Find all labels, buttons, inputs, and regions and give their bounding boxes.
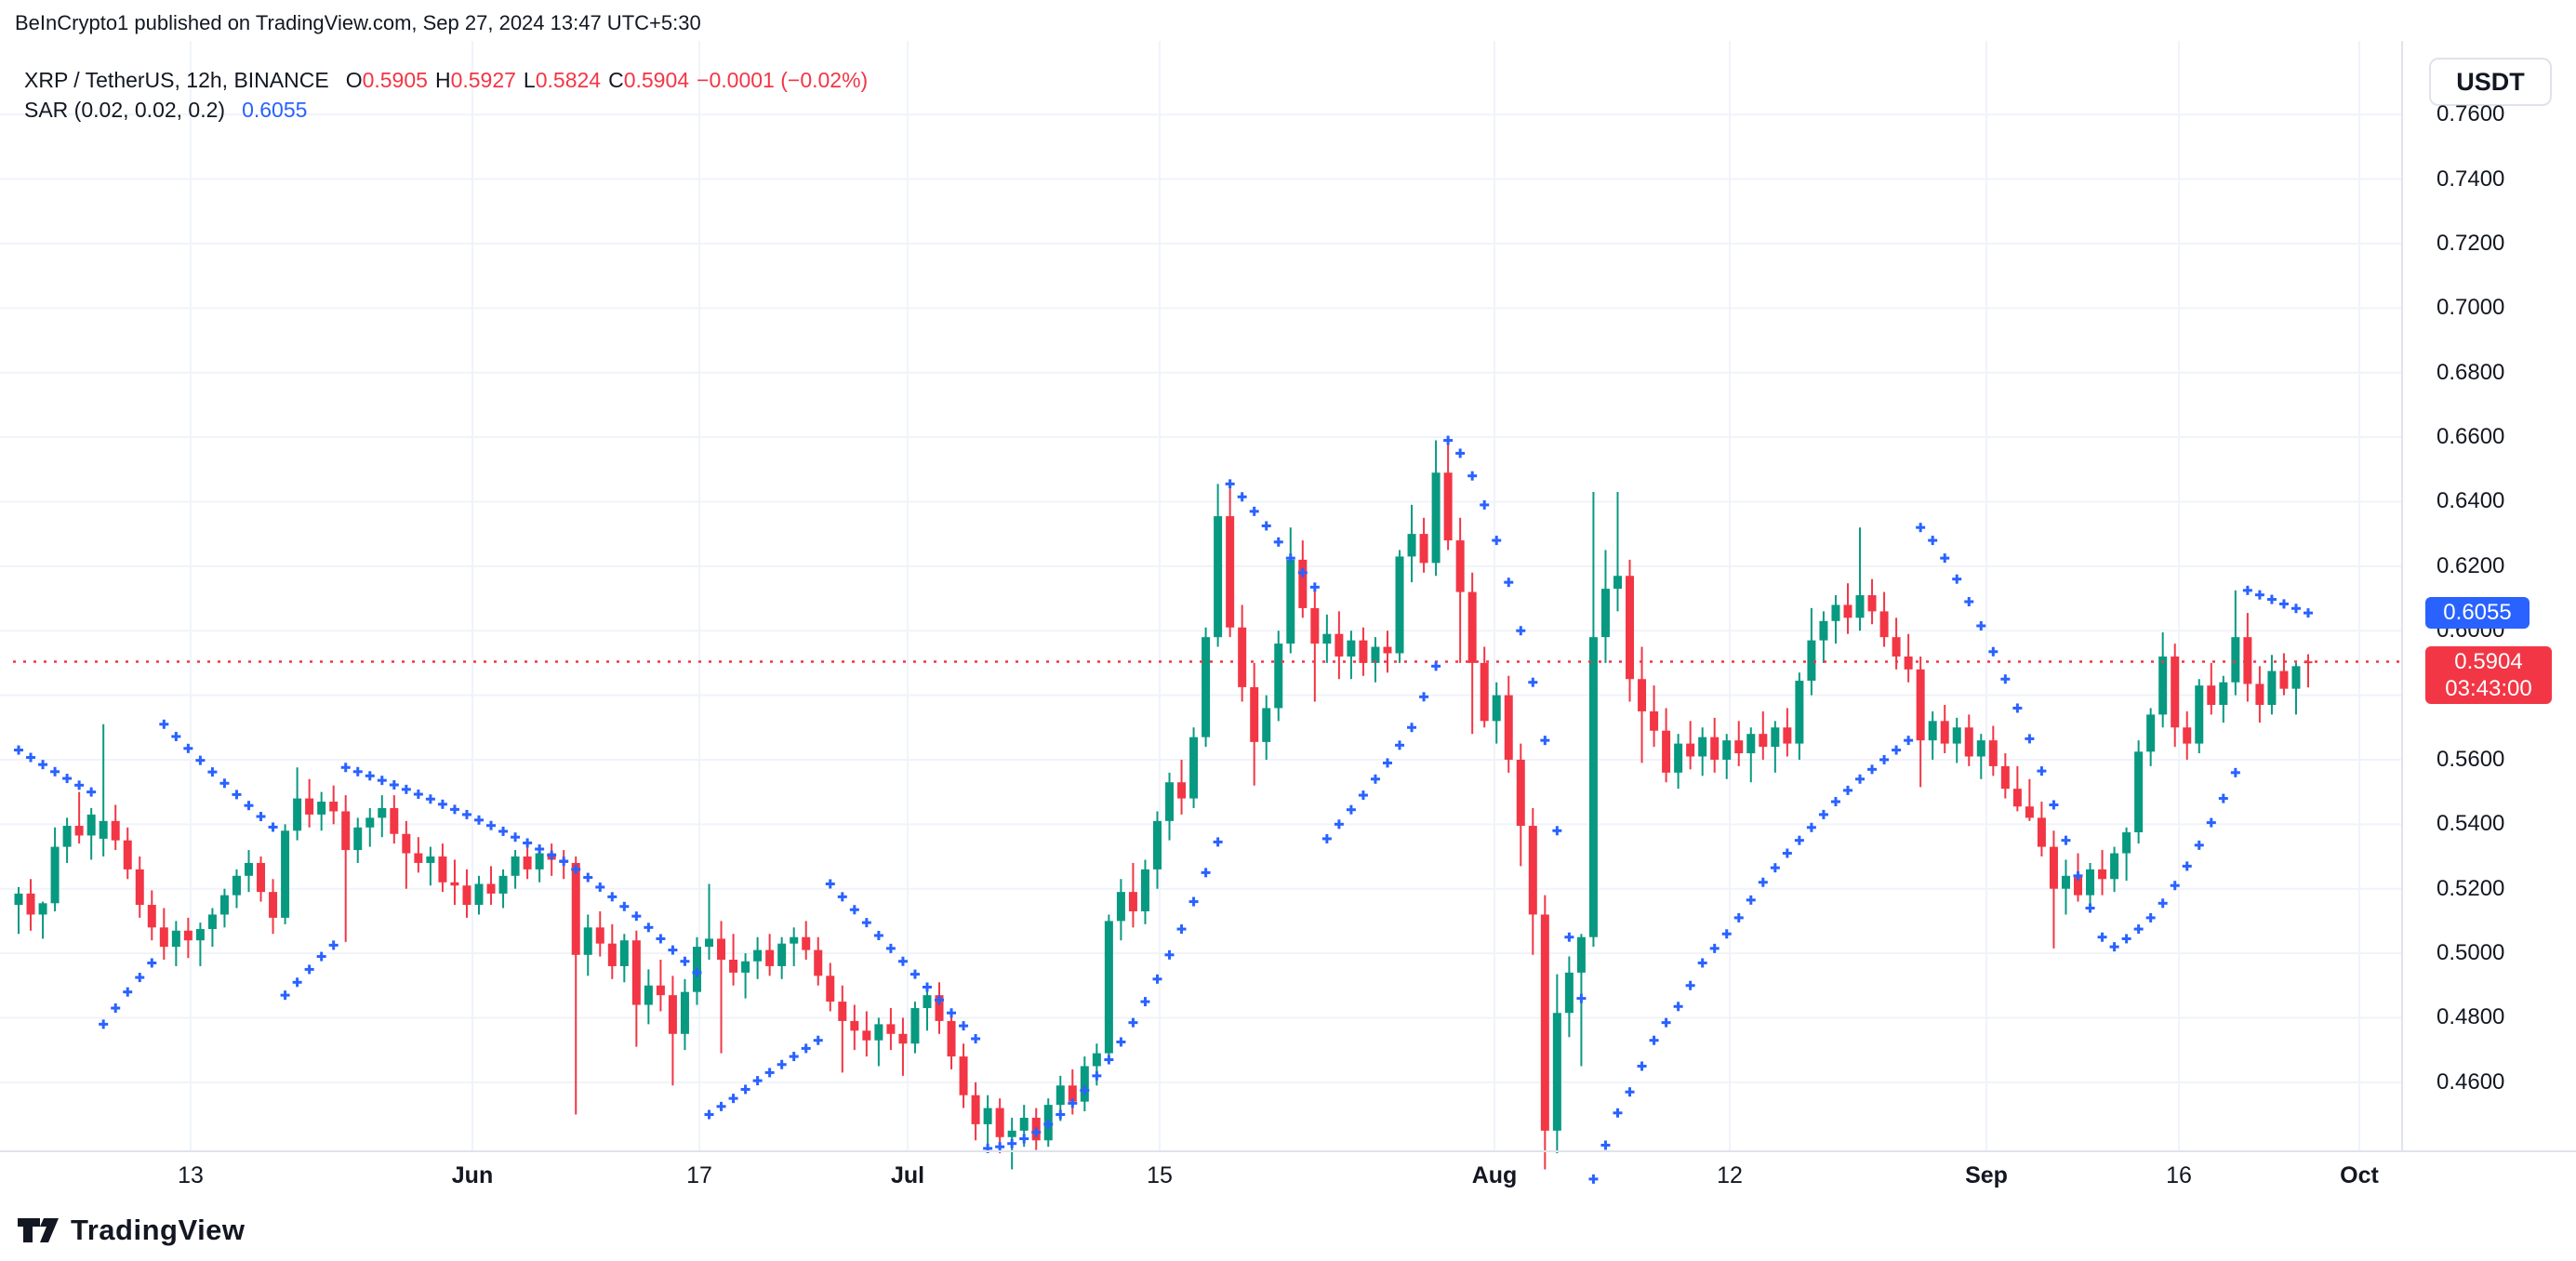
publish-line: BeInCrypto1 published on TradingView.com… [15, 11, 701, 34]
sar-value-badge: 0.6055 [2425, 597, 2530, 630]
close-label: C [608, 68, 624, 92]
y-axis-label: 0.4800 [2437, 1004, 2505, 1030]
x-axis-label: Oct [2340, 1162, 2379, 1188]
high-label: H [434, 68, 451, 92]
x-axis-label: Jun [451, 1162, 494, 1188]
y-axis-label: 0.5400 [2437, 811, 2505, 837]
price-axis-border [2401, 41, 2403, 1150]
bar-countdown: 03:43:00 [2445, 675, 2532, 701]
x-axis-label: 16 [2166, 1162, 2192, 1188]
symbol-title: XRP / TetherUS, 12h, BINANCE [24, 68, 329, 92]
y-axis-label: 0.7000 [2437, 295, 2505, 321]
y-axis-label: 0.7200 [2437, 230, 2505, 256]
sar-badge-value: 0.6055 [2443, 600, 2512, 626]
y-axis-label: 0.5000 [2437, 940, 2505, 966]
currency-button[interactable]: USDT [2429, 58, 2552, 106]
x-axis-label: 15 [1147, 1162, 1173, 1188]
y-axis-label: 0.6400 [2437, 488, 2505, 514]
last-price-badge: 0.5904 03:43:00 [2425, 645, 2552, 704]
y-axis-label: 0.7400 [2437, 166, 2505, 192]
last-price-value: 0.5904 [2454, 648, 2523, 674]
x-axis-label: Jul [890, 1162, 925, 1188]
time-axis-border [0, 1150, 2576, 1152]
x-axis-label: 12 [1717, 1162, 1743, 1188]
x-axis-label: Sep [1965, 1162, 2008, 1188]
tradingview-logo-icon [17, 1213, 60, 1248]
legend-symbol-row: XRP / TetherUS, 12h, BINANCE O 0.5905 H 0.… [24, 65, 868, 95]
y-axis-label: 0.5600 [2437, 746, 2505, 772]
low-value: 0.5824 [535, 68, 602, 92]
x-axis-label: 17 [686, 1162, 712, 1188]
open-value: 0.5905 [362, 68, 428, 92]
legend-indicator-row: SAR (0.02, 0.02, 0.2) 0.6055 [24, 95, 868, 125]
close-value: 0.5904 [623, 68, 690, 92]
change-value: −0.0001 (−0.02%) [697, 68, 869, 92]
y-axis-label: 0.4600 [2437, 1069, 2505, 1095]
sar-indicator-label: SAR (0.02, 0.02, 0.2) [24, 98, 226, 122]
y-axis-label: 0.6200 [2437, 552, 2505, 578]
footer-brand[interactable]: TradingView [17, 1209, 246, 1252]
x-axis-label: Aug [1471, 1162, 1518, 1188]
low-label: L [523, 68, 536, 92]
y-axis-label: 0.6800 [2437, 359, 2505, 385]
brand-text: TradingView [71, 1214, 246, 1246]
y-axis-label: 0.7600 [2437, 101, 2505, 127]
open-label: O [345, 68, 363, 92]
y-axis-label: 0.5200 [2437, 875, 2505, 901]
y-axis-label: 0.6600 [2437, 424, 2505, 450]
high-value: 0.5927 [450, 68, 516, 92]
x-axis-label: 13 [178, 1162, 204, 1188]
sar-indicator-value: 0.6055 [242, 98, 308, 122]
chart-legend: XRP / TetherUS, 12h, BINANCE O 0.5905 H 0.… [24, 65, 868, 125]
